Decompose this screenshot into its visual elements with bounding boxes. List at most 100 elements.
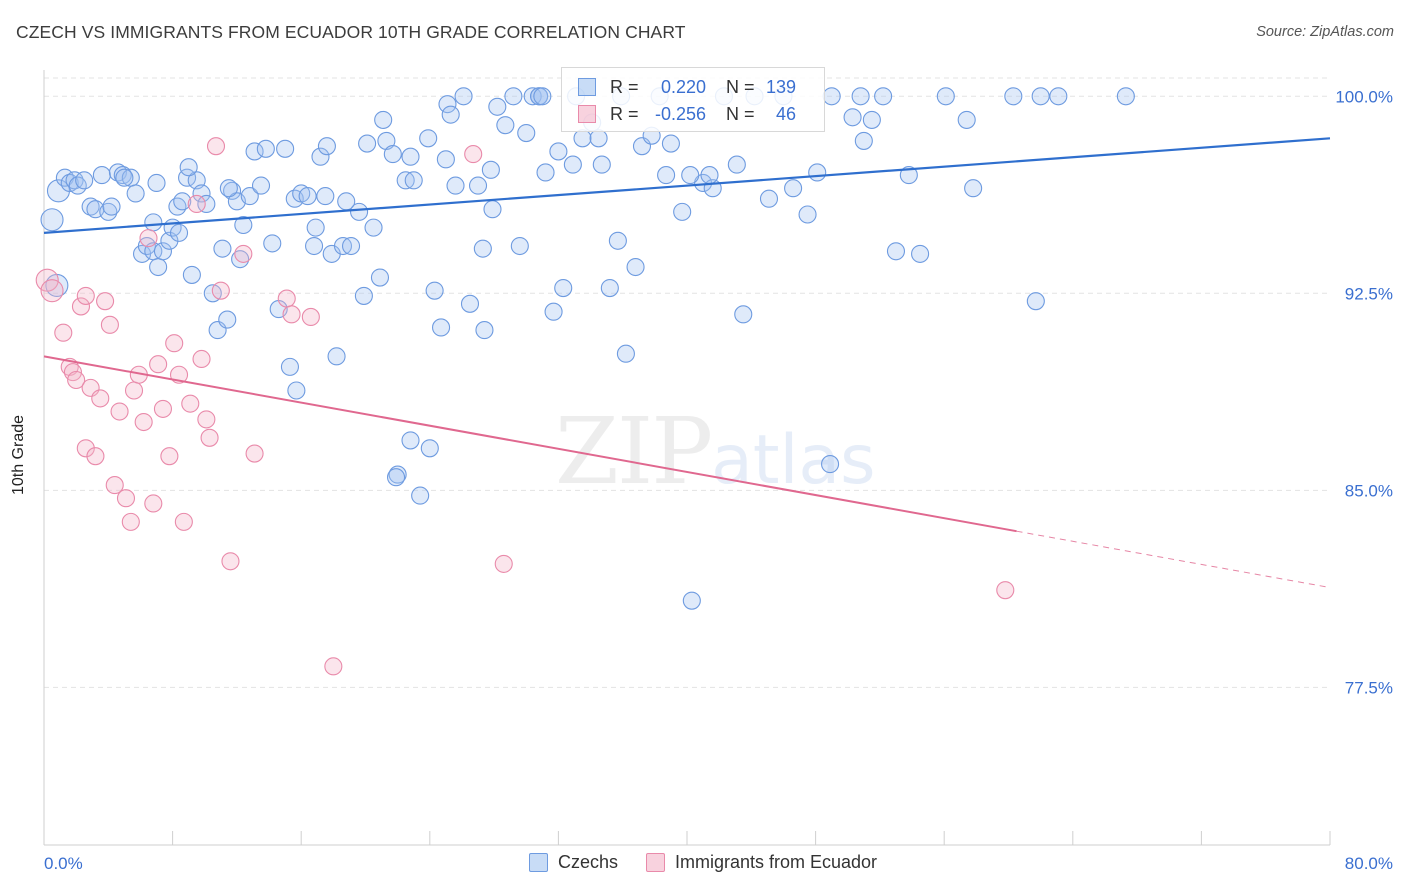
czechs-point [149,257,168,277]
ecuador-point [105,476,124,495]
ecuador-point [124,381,144,400]
czechs-point [169,223,189,242]
ecuador-point [144,494,163,513]
czechs-legend-swatch [528,853,548,872]
czechs-point [517,124,536,143]
ecuador-point [121,512,140,531]
legend-item-ecuador[interactable]: Immigrants from Ecuador [645,852,877,873]
legend-item-czechs[interactable]: Czechs [528,852,618,873]
czechs-point [600,279,619,298]
czechs-point [263,234,282,253]
ecuador-point [165,334,184,353]
czechs-point [1116,87,1135,106]
ecuador-point [116,489,136,508]
ecuador-point [40,279,64,303]
chart-title: CZECH VS IMMIGRANTS FROM ECUADOR 10TH GR… [16,22,686,42]
czechs-point [563,155,582,174]
ecuador-point [996,581,1015,600]
watermark: ZIPatlas [555,398,876,505]
czechs-point [144,213,163,232]
series-legend: Czechs Immigrants from Ecuador [0,852,1406,873]
czechs-point [460,294,480,313]
czechs-point [197,194,216,214]
czechs-point [554,279,573,298]
czechs-point [657,166,676,185]
czechs-point [179,158,198,177]
czechs-point [544,302,563,321]
czechs-point [523,87,542,106]
n-value: 46 [775,103,796,124]
czechs-point [358,134,377,153]
ecuador-legend-swatch [645,853,665,872]
ecuador-point [245,444,264,463]
ecuador-point [301,307,320,326]
n-value: 139 [765,76,796,97]
y-tick-label: 92.5% [1345,284,1393,303]
ecuador-point [67,370,86,390]
ecuador-point [153,399,173,418]
czechs-point [759,189,779,208]
watermark-atlas: atlas [711,421,876,500]
czechs-point [218,310,237,329]
czechs-point [957,110,976,129]
ecuador-point [192,349,211,369]
czechs-point [40,208,64,232]
czechs-point [608,231,627,250]
czechs-point [784,179,803,198]
czechs-point [182,265,201,284]
stats-legend-row-czechs: R = 0.220 N = 139 [578,74,796,100]
ecuador-point [91,389,110,408]
czechs-point [234,215,253,235]
czechs-point [317,137,336,156]
ecuador-point [76,286,95,305]
ecuador-point [174,512,193,531]
czechs-point [115,168,134,187]
czechs-point [411,486,430,505]
czechs-point [99,202,118,221]
czechs-point [350,202,369,221]
y-axis-label: 10th Grade [10,414,27,496]
czechs-point [874,87,893,106]
czechs-point [168,197,187,216]
ecuador-trend-extension [1016,530,1331,589]
ecuador-trend-line [43,355,1017,533]
czechs-point [311,147,330,166]
czechs-point [256,139,275,158]
ecuador-point [234,244,253,263]
czechs-point [899,166,918,185]
czechs-point [808,163,827,182]
ecuador-point [324,657,343,676]
ecuador-point [221,552,240,571]
czechs-point [854,131,873,150]
czechs-point [364,218,383,237]
czechs-point [573,129,592,148]
czechs-point [496,116,515,135]
czechs-point [102,197,121,216]
czechs-point [370,268,390,287]
ecuador-point [110,402,129,421]
ecuador-point [197,410,216,429]
y-tick-label: 77.5% [1345,678,1393,697]
czechs-point [425,281,444,300]
czechs-point [510,236,529,256]
czechs-point [911,244,930,263]
czechs-point [727,155,746,174]
czechs-point [822,87,841,106]
czechs-point [419,129,438,148]
czechs-point [454,87,473,106]
czechs-point [173,192,192,211]
stats-legend: R = 0.220 N = 139 R = -0.256 N = 46 [561,67,825,132]
czechs-point [673,202,692,221]
czechs-point [536,163,555,182]
czechs-point [446,176,465,195]
czechs-swatch [578,78,596,96]
czechs-point [862,110,881,129]
czechs-point [401,147,420,166]
r-value: 0.220 [660,76,706,97]
x-tick-label: 0.0% [44,854,83,873]
czechs-point [734,305,753,324]
ecuador-point [54,323,73,342]
czechs-point [153,242,173,261]
czechs-point [75,171,94,190]
czechs-trend-line [43,137,1331,234]
